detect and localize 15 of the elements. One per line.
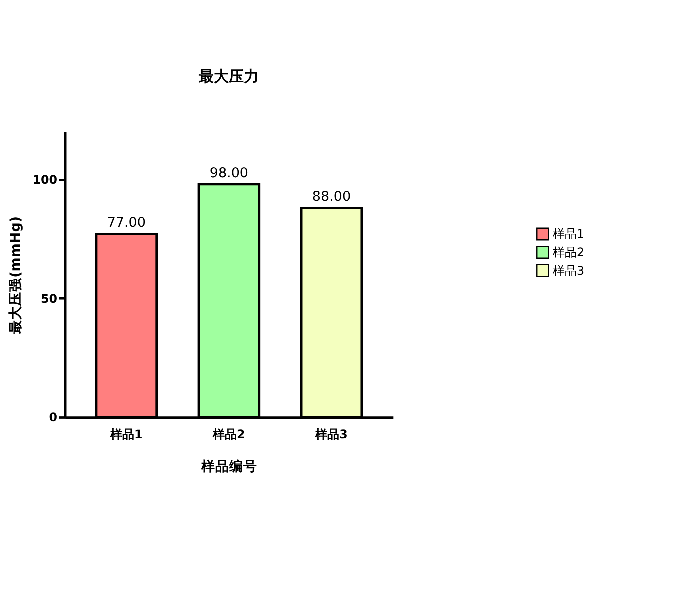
legend-label: 样品2 — [552, 245, 585, 260]
x-tick-label: 样品2 — [212, 427, 246, 442]
y-tick-label: 50 — [41, 292, 58, 306]
data-label: 88.00 — [312, 189, 352, 206]
y-tick-label: 100 — [32, 173, 58, 188]
chart-title: 最大压力 — [198, 67, 260, 86]
data-label: 77.00 — [107, 215, 146, 232]
x-tick-label: 样品3 — [314, 427, 348, 442]
legend-label: 样品1 — [552, 227, 585, 242]
x-tick-label: 样品1 — [110, 427, 143, 442]
y-tick-label: 0 — [49, 410, 58, 425]
x-axis-title: 样品编号 — [200, 458, 258, 475]
legend-label: 样品3 — [552, 264, 585, 278]
y-axis-title: 最大压强(mmHg) — [8, 216, 24, 335]
data-label: 98.00 — [210, 165, 249, 182]
